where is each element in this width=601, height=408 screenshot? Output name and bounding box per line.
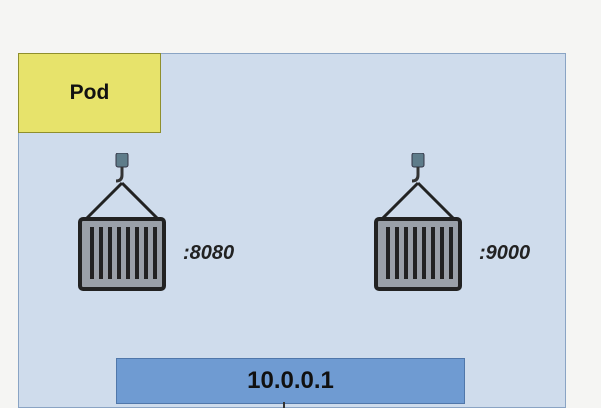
network-connector-line <box>283 402 285 408</box>
pod-ip-box: 10.0.0.1 <box>116 358 465 404</box>
port-label-9000: :9000 <box>479 242 531 264</box>
pod-label: Pod <box>18 53 161 133</box>
port-label-8080: :8080 <box>183 242 235 264</box>
shipping-container-icon <box>76 153 168 293</box>
shipping-container-icon <box>372 153 464 293</box>
pod-ip-address: 10.0.0.1 <box>247 367 334 394</box>
pod-label-text: Pod <box>69 81 110 104</box>
